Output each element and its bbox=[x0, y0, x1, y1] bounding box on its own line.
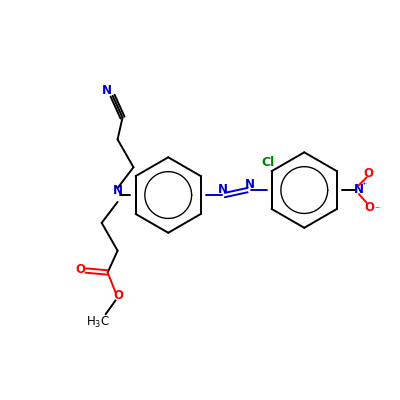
Text: O: O bbox=[114, 289, 124, 302]
Text: $^+$: $^+$ bbox=[360, 181, 368, 190]
Text: N: N bbox=[102, 84, 112, 97]
Text: Cl: Cl bbox=[261, 156, 274, 169]
Text: N: N bbox=[112, 184, 122, 196]
Text: H$_3$C: H$_3$C bbox=[86, 314, 110, 330]
Text: N: N bbox=[354, 182, 364, 196]
Text: O: O bbox=[365, 202, 375, 214]
Text: O: O bbox=[364, 167, 374, 180]
Text: N: N bbox=[245, 178, 255, 191]
Text: O: O bbox=[76, 263, 86, 276]
Text: $^-$: $^-$ bbox=[373, 204, 381, 212]
Text: N: N bbox=[218, 182, 228, 196]
